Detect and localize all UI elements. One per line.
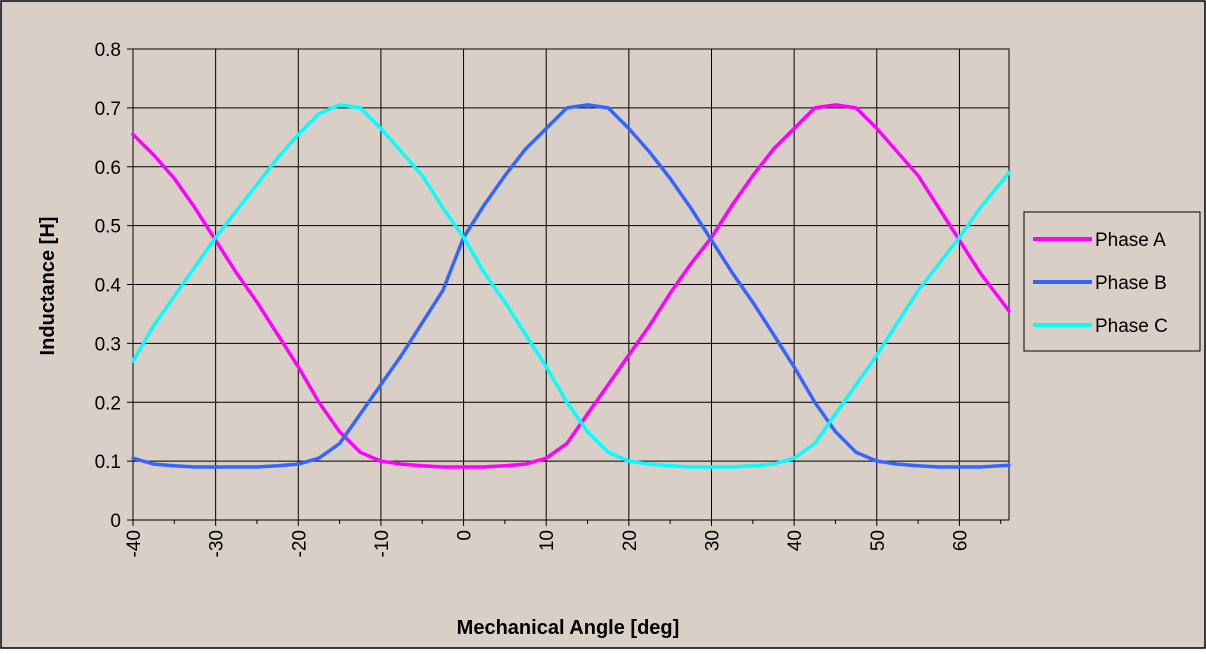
y-tick-label: 0.8 bbox=[95, 40, 121, 61]
x-axis-title: Mechanical Angle [deg] bbox=[457, 617, 680, 639]
y-tick-label: 0.1 bbox=[95, 452, 121, 473]
legend-label: Phase C bbox=[1095, 316, 1168, 337]
x-tick-label: 60 bbox=[950, 530, 971, 551]
x-tick-label: -30 bbox=[207, 530, 228, 557]
legend-label: Phase A bbox=[1095, 230, 1166, 251]
y-tick-label: 0.4 bbox=[95, 276, 122, 297]
y-tick-label: 0 bbox=[110, 511, 121, 532]
axis-layer: 0 0.1 0.2 0.3 0.4 0.5 0.6 0.7 0.8 -40 -30 -20 -10 0 10… bbox=[95, 40, 1002, 557]
series-line-phase-c bbox=[131, 103, 1011, 469]
y-tick-label: 0.5 bbox=[95, 217, 121, 238]
x-tick-label: -10 bbox=[372, 530, 393, 557]
series-line-phase-a bbox=[131, 103, 1011, 469]
series-line-phase-b bbox=[131, 103, 1011, 469]
x-tick-label: 20 bbox=[620, 530, 641, 551]
x-tick-label: -20 bbox=[289, 530, 310, 557]
y-tick-label: 0.3 bbox=[95, 334, 121, 355]
x-tick-label: 30 bbox=[702, 530, 723, 551]
legend: Phase A Phase B Phase C bbox=[1023, 211, 1201, 352]
x-tick-label: 50 bbox=[868, 530, 889, 551]
legend-label: Phase B bbox=[1095, 273, 1167, 294]
y-tick-label: 0.2 bbox=[95, 393, 121, 414]
x-tick-label: 10 bbox=[537, 530, 558, 551]
y-tick-label: 0.7 bbox=[95, 99, 121, 120]
x-tick-label: 40 bbox=[785, 530, 806, 551]
x-tick-label: -40 bbox=[124, 530, 145, 557]
x-tick-label: 0 bbox=[455, 530, 476, 541]
y-axis-title: Inductance [H] bbox=[37, 217, 59, 356]
series-layer bbox=[131, 103, 1011, 469]
y-tick-label: 0.6 bbox=[95, 158, 121, 179]
